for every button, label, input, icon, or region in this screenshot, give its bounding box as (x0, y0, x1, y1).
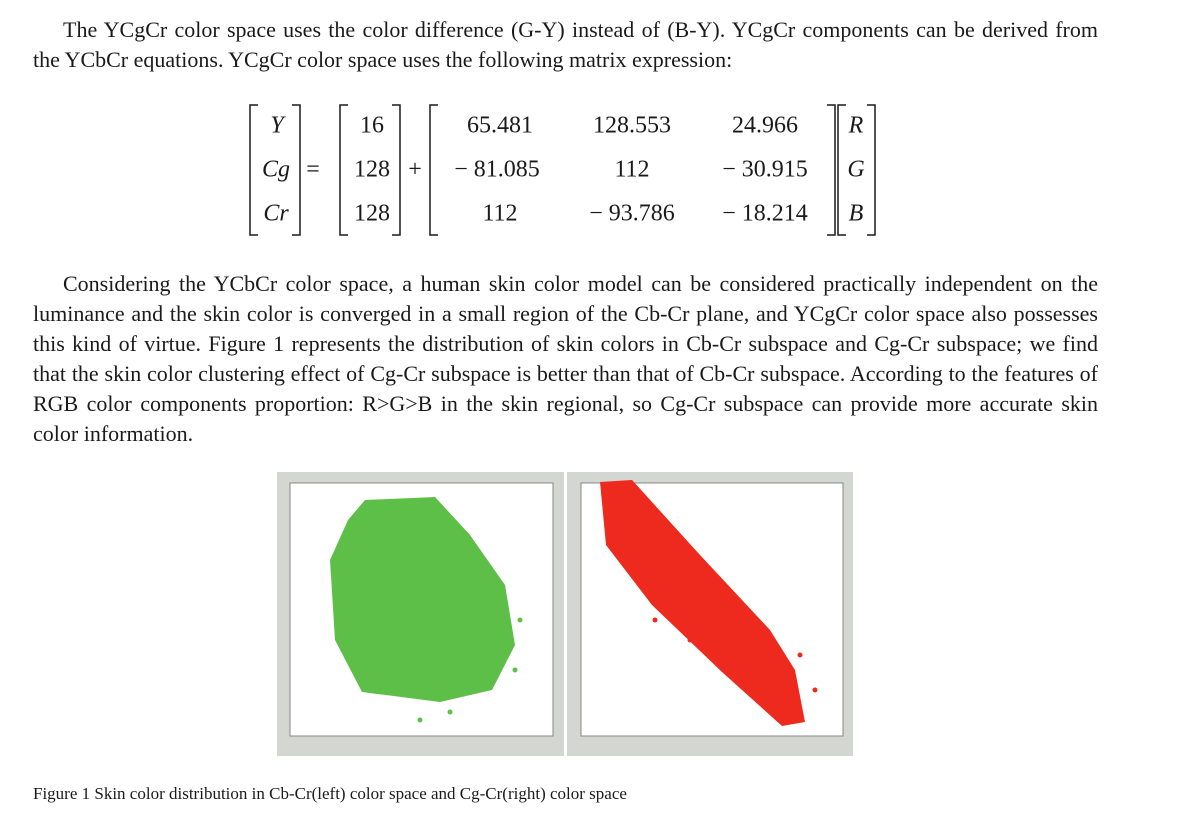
bracket (837, 104, 876, 236)
bracket (339, 104, 401, 236)
vector-entry: R (848, 113, 864, 139)
scatter-outliers (652, 617, 818, 703)
vector-entry: Cr (263, 201, 289, 227)
paragraph: The YCgCr color space uses the color dif… (33, 17, 1098, 72)
scatter-cluster (330, 497, 515, 702)
vector-entry: Cg (262, 157, 290, 183)
matrix-entry: − 30.915 (722, 157, 808, 183)
scatter-outliers (369, 502, 523, 723)
matrix-entry: 112 (482, 201, 517, 227)
vector-entry: 128 (354, 201, 390, 227)
matrix-entry: 24.966 (732, 113, 798, 139)
vector-entry: 128 (354, 157, 390, 183)
paragraph: Considering the YCbCr color space, a hum… (33, 271, 1098, 446)
figure-caption: Figure 1 Skin color distribution in Cb-C… (33, 784, 627, 803)
vector-entry: Y (270, 113, 286, 139)
operator: = (306, 157, 320, 183)
matrix-entry: − 81.085 (454, 157, 540, 183)
matrix-entry: 128.553 (593, 113, 671, 139)
bracket (429, 104, 836, 236)
matrix-entry: − 93.786 (589, 201, 675, 227)
matrix-entry: 65.481 (467, 113, 533, 139)
vector-entry: 16 (360, 113, 384, 139)
matrix-entry: − 18.214 (722, 201, 808, 227)
vector-entry: B (849, 201, 864, 227)
bracket (249, 104, 301, 236)
operator: + (408, 157, 422, 183)
scatter-cluster (600, 480, 805, 726)
vector-entry: G (847, 157, 864, 183)
matrix-entry: 112 (614, 157, 649, 183)
